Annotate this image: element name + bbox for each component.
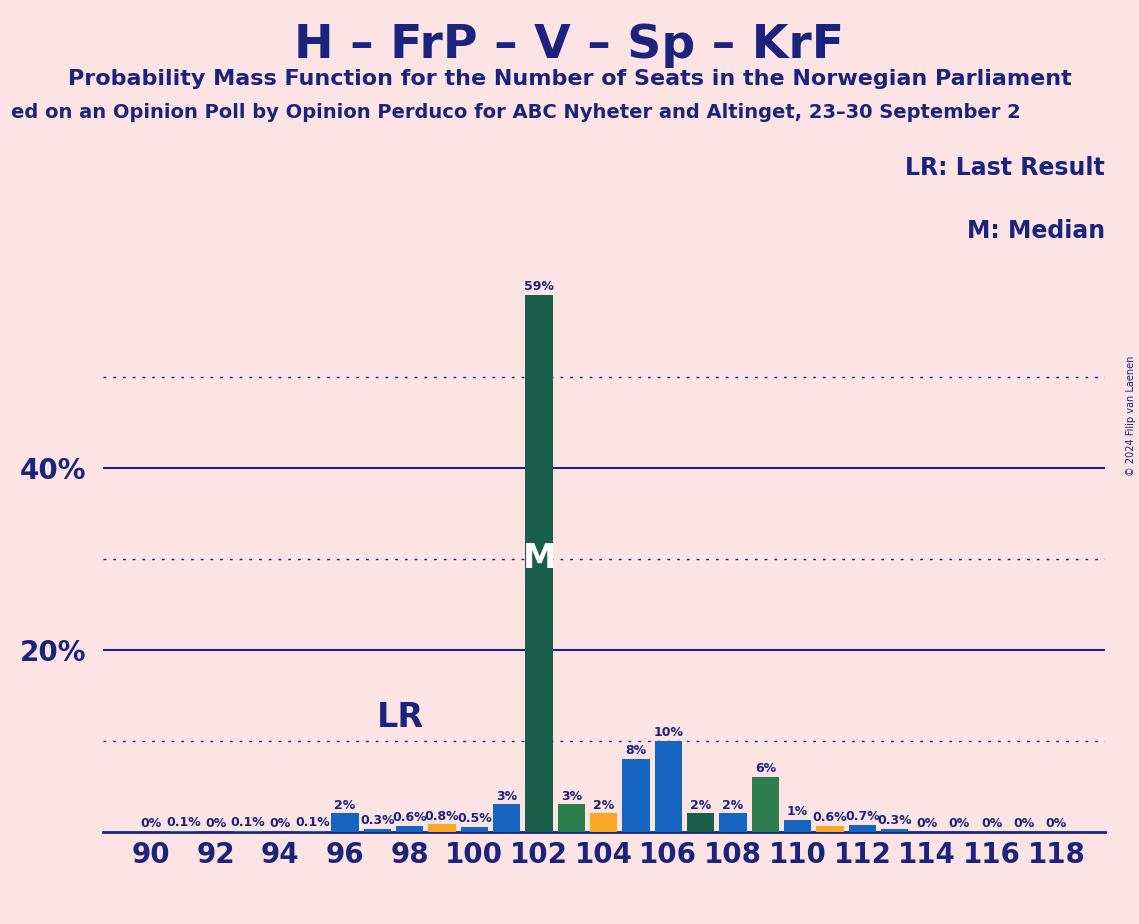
Text: LR: LR	[377, 701, 425, 735]
Bar	[817, 826, 844, 832]
Text: 0%: 0%	[949, 817, 970, 830]
Text: 0%: 0%	[1014, 817, 1034, 830]
Text: 0.6%: 0.6%	[813, 811, 847, 824]
Text: 10%: 10%	[654, 726, 683, 739]
Text: 0%: 0%	[140, 817, 162, 830]
Text: 0.1%: 0.1%	[166, 816, 200, 829]
Bar	[558, 804, 585, 832]
Bar	[752, 777, 779, 832]
Text: 0%: 0%	[270, 817, 290, 830]
Bar	[622, 759, 649, 832]
Bar	[655, 741, 682, 832]
Text: 0%: 0%	[917, 817, 937, 830]
Text: M: M	[523, 542, 556, 576]
Text: 2%: 2%	[690, 798, 711, 811]
Text: 2%: 2%	[335, 798, 355, 811]
Text: 0.5%: 0.5%	[457, 812, 492, 825]
Text: 2%: 2%	[722, 798, 744, 811]
Text: 0%: 0%	[1046, 817, 1067, 830]
Text: 3%: 3%	[497, 789, 517, 803]
Text: H – FrP – V – Sp – KrF: H – FrP – V – Sp – KrF	[295, 23, 844, 68]
Bar	[331, 813, 359, 832]
Bar	[880, 829, 909, 832]
Bar	[460, 827, 489, 832]
Text: © 2024 Filip van Laenen: © 2024 Filip van Laenen	[1125, 356, 1136, 476]
Bar	[590, 813, 617, 832]
Text: Probability Mass Function for the Number of Seats in the Norwegian Parliament: Probability Mass Function for the Number…	[67, 69, 1072, 90]
Bar	[493, 804, 521, 832]
Text: 2%: 2%	[593, 798, 614, 811]
Bar	[687, 813, 714, 832]
Bar	[428, 824, 456, 832]
Text: 6%: 6%	[755, 762, 776, 775]
Bar	[396, 826, 424, 832]
Text: M: Median: M: Median	[967, 219, 1105, 243]
Text: 0.3%: 0.3%	[877, 814, 912, 827]
Text: 0.1%: 0.1%	[230, 816, 265, 829]
Text: 1%: 1%	[787, 805, 809, 818]
Bar	[784, 820, 811, 832]
Bar	[363, 829, 391, 832]
Text: 0.1%: 0.1%	[295, 816, 330, 829]
Bar	[525, 295, 552, 832]
Text: 59%: 59%	[524, 280, 554, 293]
Text: 8%: 8%	[625, 744, 647, 757]
Text: 0%: 0%	[205, 817, 227, 830]
Text: 3%: 3%	[560, 789, 582, 803]
Bar	[719, 813, 747, 832]
Text: 0.3%: 0.3%	[360, 814, 394, 827]
Text: 0.7%: 0.7%	[845, 810, 879, 823]
Text: LR: Last Result: LR: Last Result	[906, 155, 1105, 179]
Bar	[849, 825, 876, 832]
Text: 0.8%: 0.8%	[425, 809, 459, 822]
Text: ed on an Opinion Poll by Opinion Perduco for ABC Nyheter and Altinget, 23–30 Sep: ed on an Opinion Poll by Opinion Perduco…	[11, 103, 1022, 123]
Text: 0%: 0%	[981, 817, 1002, 830]
Text: 0.6%: 0.6%	[392, 811, 427, 824]
